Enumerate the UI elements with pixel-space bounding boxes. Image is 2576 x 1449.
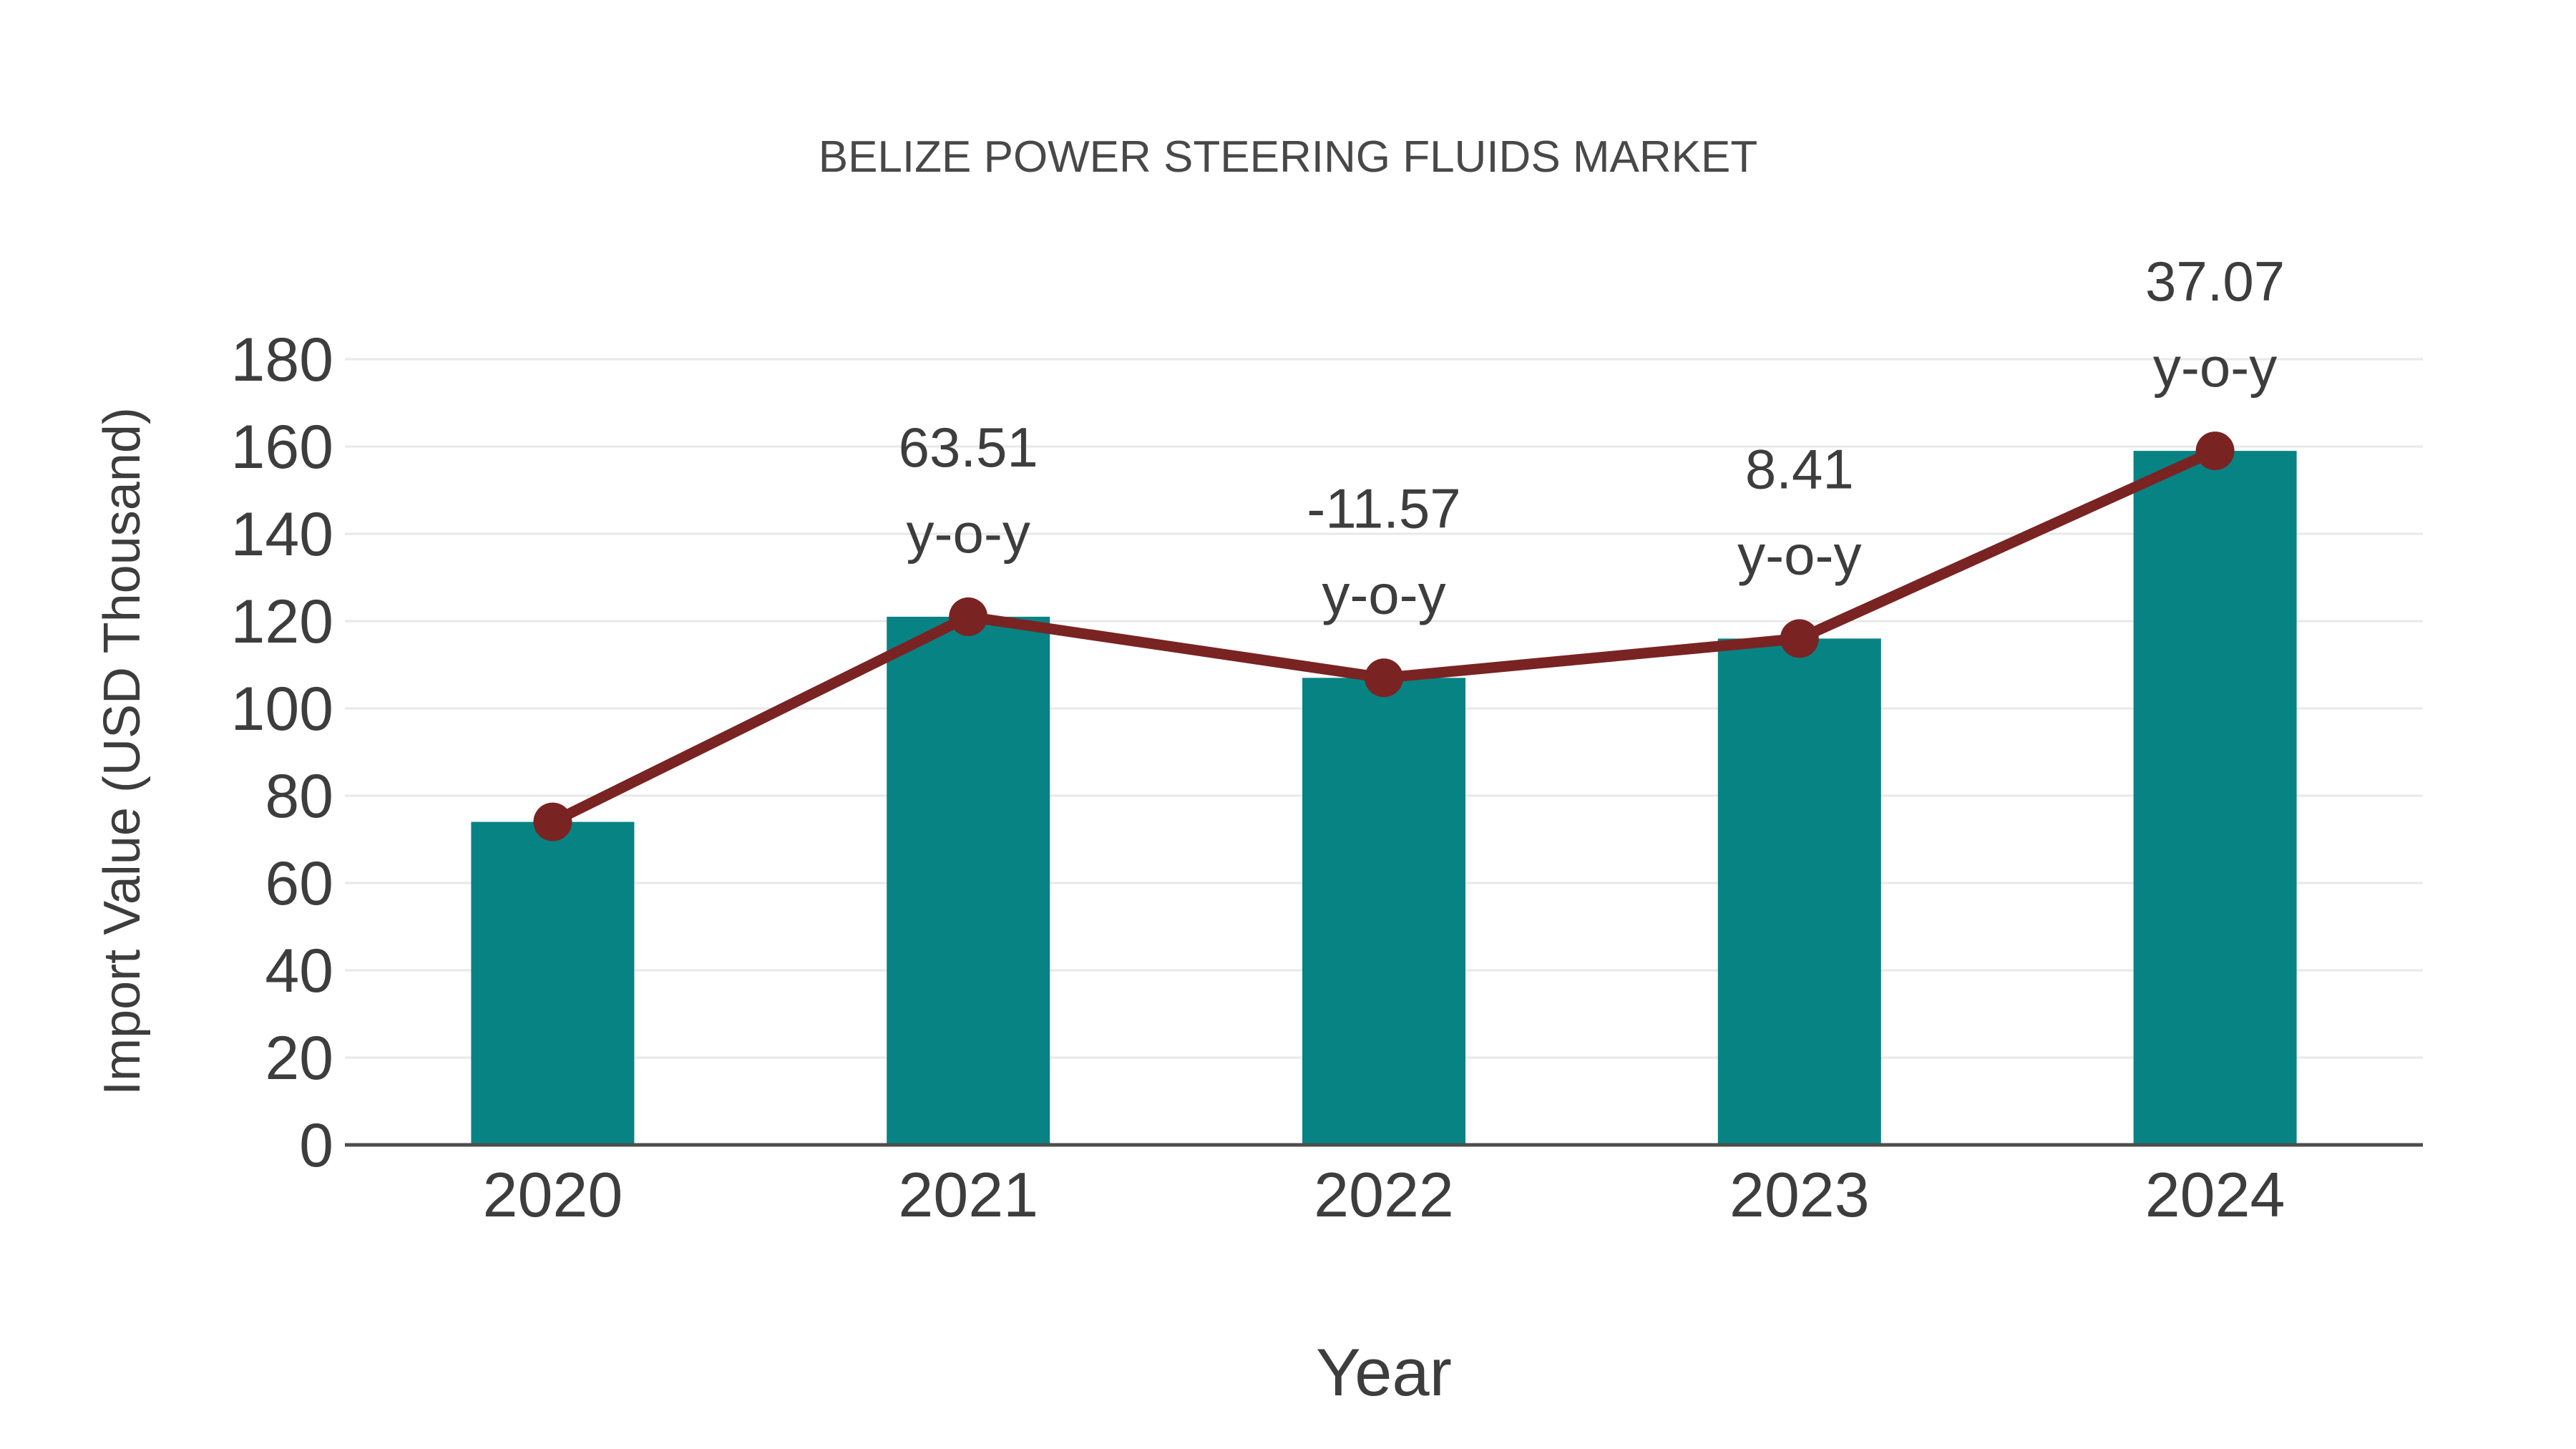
y-tick-label-0: 0 bbox=[299, 1111, 333, 1180]
annotation-suffix-2022: y-o-y bbox=[1322, 562, 1445, 625]
trend-line-group bbox=[533, 431, 2235, 841]
x-axis-title: Year bbox=[1316, 1335, 1452, 1410]
x-tick-label-2024: 2024 bbox=[2145, 1159, 2285, 1230]
x-tick-labels-group: 2020 2021 2022 2023 2024 bbox=[483, 1159, 2285, 1230]
annotation-suffix-2023: y-o-y bbox=[1737, 523, 1861, 586]
trend-marker-2023 bbox=[1780, 619, 1819, 658]
y-tick-label-160: 160 bbox=[231, 413, 334, 482]
x-tick-label-2023: 2023 bbox=[1729, 1159, 1870, 1230]
trend-marker-2024 bbox=[2195, 431, 2235, 471]
bars-group bbox=[471, 451, 2297, 1145]
bar-2022 bbox=[1302, 678, 1465, 1145]
bar-2023 bbox=[1717, 638, 1881, 1145]
annotation-value-2023: 8.41 bbox=[1745, 437, 1854, 500]
y-tick-label-80: 80 bbox=[265, 762, 333, 831]
y-tick-labels-group: 0 20 40 60 80 100 120 140 160 180 bbox=[231, 326, 334, 1180]
annotation-suffix-2021: y-o-y bbox=[907, 502, 1030, 565]
y-tick-label-120: 120 bbox=[231, 587, 334, 656]
annotations-group: 63.51 y-o-y -11.57 y-o-y 8.41 y-o-y 37.07 y-o-y bbox=[899, 250, 2285, 625]
annotation-value-2021: 63.51 bbox=[899, 416, 1038, 479]
y-tick-label-140: 140 bbox=[231, 500, 334, 569]
x-tick-label-2020: 2020 bbox=[483, 1159, 623, 1230]
annotation-value-2022: -11.57 bbox=[1307, 477, 1460, 540]
y-axis-title: Import Value (USD Thousand) bbox=[94, 407, 151, 1096]
y-tick-label-180: 180 bbox=[231, 326, 334, 394]
y-tick-label-20: 20 bbox=[265, 1024, 333, 1093]
trend-marker-2021 bbox=[949, 597, 988, 636]
y-tick-label-60: 60 bbox=[265, 849, 333, 918]
bar-2024 bbox=[2133, 451, 2297, 1145]
x-tick-label-2021: 2021 bbox=[898, 1159, 1038, 1230]
y-tick-label-40: 40 bbox=[265, 937, 333, 1005]
x-tick-label-2022: 2022 bbox=[1314, 1159, 1454, 1230]
annotation-value-2024: 37.07 bbox=[2145, 250, 2285, 313]
y-tick-label-100: 100 bbox=[231, 675, 334, 743]
annotation-suffix-2024: y-o-y bbox=[2153, 336, 2277, 399]
trend-marker-2020 bbox=[533, 802, 572, 841]
bar-2021 bbox=[887, 616, 1050, 1145]
bar-2020 bbox=[471, 821, 635, 1145]
trend-marker-2022 bbox=[1365, 658, 1403, 698]
chart-title: BELIZE POWER STEERING FLUIDS MARKET bbox=[819, 132, 1758, 182]
